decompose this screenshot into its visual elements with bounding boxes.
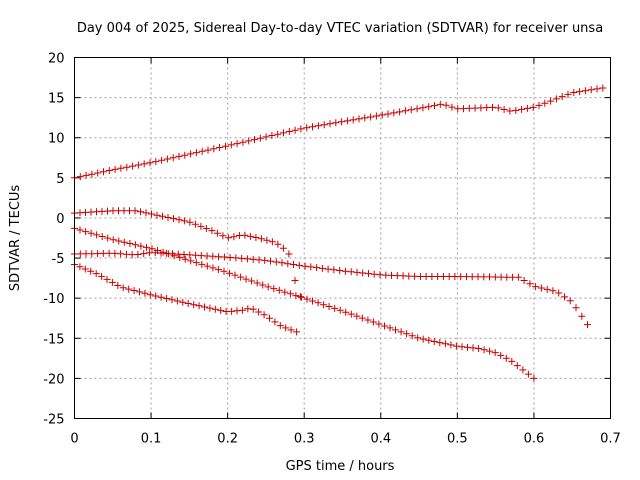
y-tick-label: 15	[48, 92, 65, 107]
x-tick-label: 0.4	[370, 432, 391, 447]
grid	[74, 57, 611, 419]
series-markers-sat-c	[71, 207, 293, 258]
y-axis-label: SDTVAR / TECUs	[8, 185, 23, 292]
y-tick-label: 0	[56, 212, 64, 227]
series-markers-sat-f	[291, 277, 304, 301]
y-tick-label: 5	[56, 172, 64, 187]
series-sat-f	[291, 277, 304, 301]
series-sat-b	[71, 249, 591, 329]
series-sat-c	[71, 207, 293, 258]
y-tick-label: 10	[48, 132, 65, 147]
x-tick-label: 0.6	[524, 432, 545, 447]
x-tick-label: 0.2	[217, 432, 238, 447]
chart-title: Day 004 of 2025, Sidereal Day-to-day VTE…	[77, 21, 603, 36]
axis-ticks	[74, 57, 611, 419]
x-tick-label: 0.3	[294, 432, 315, 447]
x-tick-label: 0.5	[447, 432, 468, 447]
y-tick-label: -15	[43, 332, 64, 347]
y-tick-label: -25	[43, 413, 64, 428]
y-tick-label: -5	[52, 252, 65, 267]
y-tick-label: 20	[48, 52, 65, 67]
plot-frame	[74, 57, 611, 419]
series-markers-sat-b	[71, 249, 591, 329]
x-tick-label: 0	[70, 432, 78, 447]
axis-tick-labels: -25 -20 -15 -10 -5 0 5 10 15 20 0 0.1 0.2 0.3 0.4 0.5 0.…	[43, 52, 621, 447]
x-tick-label: 0.7	[600, 432, 621, 447]
x-axis-label: GPS time / hours	[286, 459, 395, 474]
y-tick-label: -10	[43, 292, 64, 307]
y-tick-label: -20	[43, 372, 64, 387]
x-tick-label: 0.1	[141, 432, 162, 447]
